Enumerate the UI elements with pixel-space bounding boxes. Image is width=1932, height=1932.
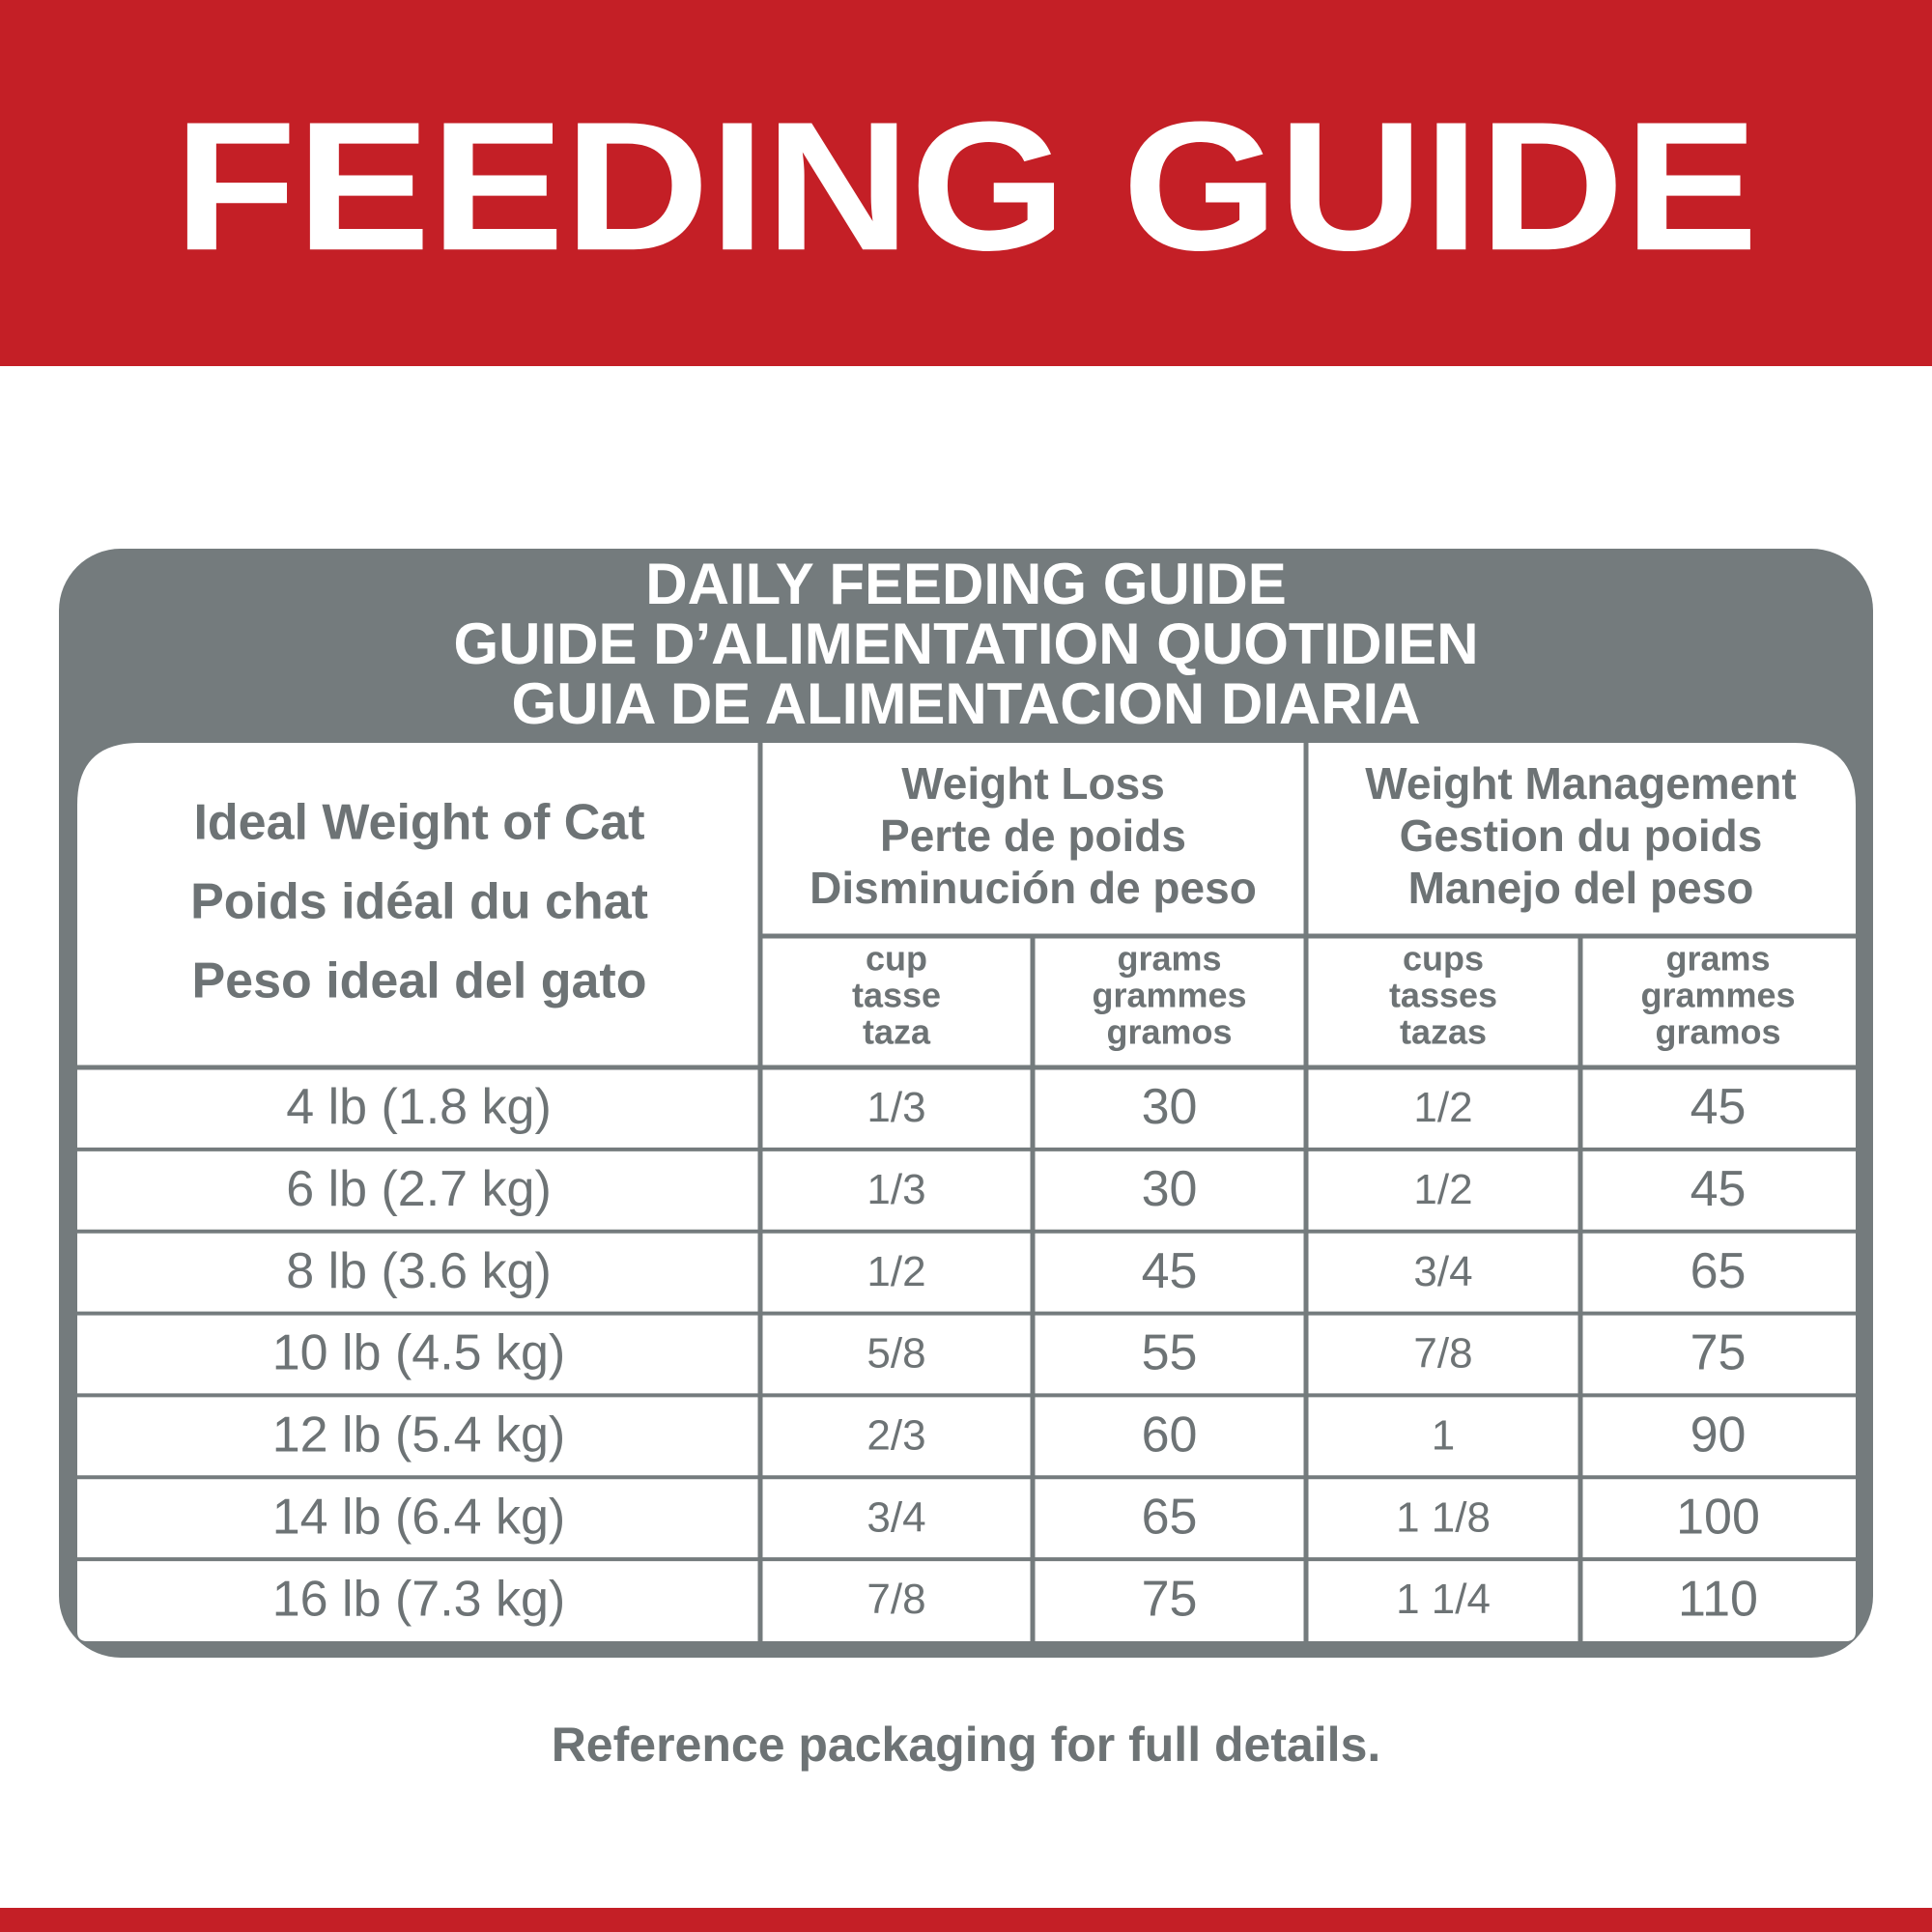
unit-header: taza — [863, 1012, 931, 1052]
table-title: GUIA DE ALIMENTACION DIARIA — [511, 671, 1420, 736]
table-body — [77, 743, 1856, 1641]
table-cell: 1 1/4 — [1396, 1576, 1491, 1623]
unit-header: grammes — [1092, 976, 1246, 1015]
table-cell: 1/2 — [1413, 1084, 1472, 1131]
table-cell: 45 — [1690, 1079, 1747, 1135]
group-header: Weight Loss — [901, 758, 1165, 809]
table-cell: 1/3 — [867, 1166, 925, 1213]
table-cell: 65 — [1690, 1243, 1747, 1299]
table-cell: 100 — [1676, 1489, 1760, 1545]
table-cell: 3/4 — [1413, 1248, 1472, 1295]
table-cell: 30 — [1142, 1079, 1198, 1135]
table-cell: 1/2 — [867, 1248, 925, 1295]
table-cell: 75 — [1142, 1571, 1198, 1627]
unit-header: grammes — [1640, 976, 1795, 1015]
column-header: Ideal Weight of Cat — [193, 795, 644, 851]
table-cell: 1/2 — [1413, 1166, 1472, 1213]
unit-header: gramos — [1106, 1012, 1232, 1052]
header-band — [0, 0, 1932, 366]
table-cell: 5/8 — [867, 1330, 925, 1378]
table-cell: 75 — [1690, 1325, 1747, 1381]
table-cell: 1/3 — [867, 1084, 925, 1131]
table-cell: 1 — [1432, 1411, 1455, 1459]
table-cell: 55 — [1142, 1325, 1198, 1381]
table-cell: 7/8 — [1413, 1330, 1472, 1378]
page-title: FEEDING GUIDE — [174, 84, 1758, 289]
table-title: DAILY FEEDING GUIDE — [645, 552, 1286, 616]
table-cell: 14 lb (6.4 kg) — [272, 1489, 566, 1545]
group-header: Weight Management — [1365, 758, 1796, 809]
table-cell: 110 — [1678, 1571, 1758, 1627]
unit-header: gramos — [1655, 1012, 1780, 1052]
footer-band — [0, 1908, 1932, 1932]
group-header: Perte de poids — [880, 810, 1186, 861]
group-header: Disminución de peso — [810, 863, 1257, 913]
table-cell: 12 lb (5.4 kg) — [272, 1407, 566, 1463]
unit-header: cups — [1403, 939, 1484, 979]
unit-header: tazas — [1400, 1012, 1487, 1052]
table-cell: 8 lb (3.6 kg) — [286, 1243, 552, 1299]
table-cell: 1 1/8 — [1396, 1493, 1491, 1541]
table-cell: 6 lb (2.7 kg) — [286, 1161, 552, 1217]
unit-header: tasse — [852, 976, 941, 1015]
table-cell: 7/8 — [867, 1576, 925, 1623]
unit-header: tasses — [1389, 976, 1497, 1015]
table-cell: 30 — [1142, 1161, 1198, 1217]
table-cell: 45 — [1142, 1243, 1198, 1299]
table-cell: 10 lb (4.5 kg) — [272, 1325, 566, 1381]
table-cell: 45 — [1690, 1161, 1747, 1217]
unit-header: grams — [1665, 939, 1770, 979]
table-cell: 90 — [1690, 1407, 1747, 1463]
group-header: Gestion du poids — [1400, 810, 1763, 861]
footer-note: Reference packaging for full details. — [552, 1718, 1381, 1772]
group-header: Manejo del peso — [1408, 863, 1754, 913]
table-cell: 60 — [1142, 1407, 1198, 1463]
table-cell: 3/4 — [867, 1493, 925, 1541]
column-header: Peso ideal del gato — [191, 953, 646, 1009]
table-title: GUIDE D’ALIMENTATION QUOTIDIEN — [453, 611, 1478, 676]
unit-header: cup — [866, 939, 927, 979]
table-cell: 16 lb (7.3 kg) — [272, 1571, 566, 1627]
column-header: Poids idéal du chat — [190, 874, 648, 930]
table-cell: 65 — [1142, 1489, 1198, 1545]
table-cell: 2/3 — [867, 1411, 925, 1459]
unit-header: grams — [1117, 939, 1221, 979]
table-cell: 4 lb (1.8 kg) — [286, 1079, 552, 1135]
